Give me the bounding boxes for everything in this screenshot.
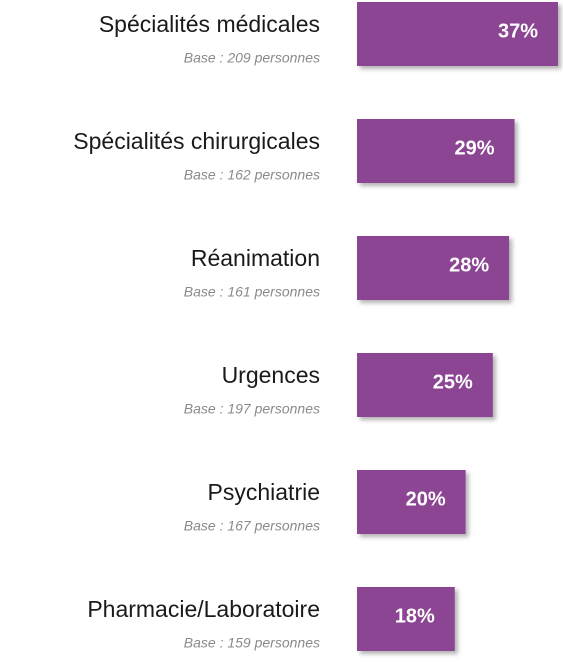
base-label: Base : 162 personnes xyxy=(184,167,320,183)
category-label: Spécialités chirurgicales xyxy=(73,128,320,154)
bar xyxy=(357,119,515,183)
value-label: 37% xyxy=(498,20,538,42)
bar xyxy=(357,353,493,417)
category-label: Spécialités médicales xyxy=(99,11,320,37)
value-label: 29% xyxy=(455,137,495,159)
base-label: Base : 197 personnes xyxy=(184,401,320,417)
value-label: 18% xyxy=(395,605,435,627)
category-label: Pharmacie/Laboratoire xyxy=(87,596,320,622)
category-label: Urgences xyxy=(222,362,320,388)
category-label: Réanimation xyxy=(191,245,320,271)
bar xyxy=(357,587,455,651)
bar xyxy=(357,236,510,300)
base-label: Base : 159 personnes xyxy=(184,635,320,651)
value-label: 25% xyxy=(433,371,473,393)
value-label: 28% xyxy=(449,254,489,276)
base-label: Base : 209 personnes xyxy=(184,50,320,66)
bar xyxy=(357,2,558,66)
base-label: Base : 161 personnes xyxy=(184,284,320,300)
value-label: 20% xyxy=(406,488,446,510)
category-label: Psychiatrie xyxy=(208,479,320,505)
bar xyxy=(357,470,466,534)
base-label: Base : 167 personnes xyxy=(184,518,320,534)
